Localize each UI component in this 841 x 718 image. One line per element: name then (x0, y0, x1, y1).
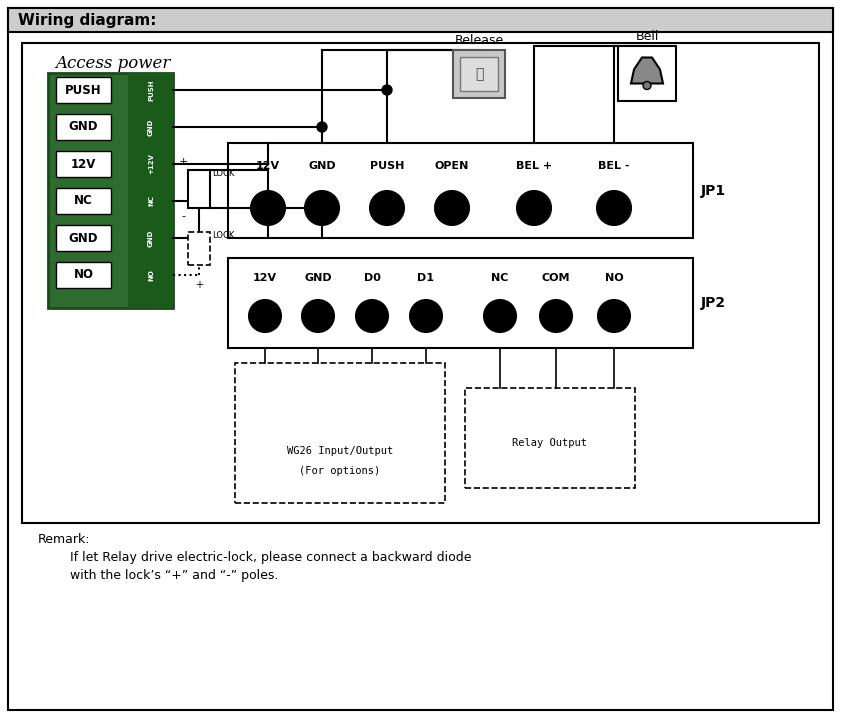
Text: OPEN: OPEN (435, 161, 469, 171)
Text: D1: D1 (417, 273, 435, 283)
Text: GND: GND (148, 118, 154, 136)
Circle shape (382, 85, 392, 95)
Text: NC: NC (491, 273, 509, 283)
Text: GND: GND (69, 231, 98, 245)
Text: 12V: 12V (256, 161, 280, 171)
Circle shape (302, 300, 334, 332)
Bar (228, 143, 693, 238)
Text: JP1: JP1 (701, 184, 726, 197)
Bar (618, 46, 676, 101)
Circle shape (598, 300, 630, 332)
Bar (460, 57, 498, 91)
Text: +: + (195, 280, 203, 290)
Text: (For options): (For options) (299, 466, 381, 476)
Bar (188, 232, 210, 265)
Circle shape (517, 191, 551, 225)
Circle shape (370, 191, 404, 225)
Text: +12V: +12V (148, 154, 154, 174)
Bar (48, 73, 173, 308)
Text: If let Relay drive electric-lock, please connect a backward diode: If let Relay drive electric-lock, please… (38, 551, 472, 564)
Bar (465, 388, 635, 488)
Bar (56, 262, 111, 288)
Text: Relay Output: Relay Output (512, 438, 588, 448)
Circle shape (484, 300, 516, 332)
Text: NC: NC (148, 195, 154, 207)
Text: Release: Release (454, 34, 504, 47)
Bar (235, 363, 445, 503)
Circle shape (251, 191, 285, 225)
Bar (228, 258, 693, 348)
Text: NO: NO (148, 269, 154, 281)
Circle shape (435, 191, 469, 225)
Text: NO: NO (73, 269, 93, 281)
Text: JP2: JP2 (701, 296, 726, 310)
Circle shape (356, 300, 388, 332)
Text: PUSH: PUSH (148, 79, 154, 101)
Circle shape (305, 191, 339, 225)
Text: GND: GND (148, 229, 154, 247)
Bar (8, 8, 833, 32)
Circle shape (597, 191, 631, 225)
Text: PUSH: PUSH (370, 161, 405, 171)
Circle shape (317, 122, 327, 132)
Text: with the lock’s “+” and “-” poles.: with the lock’s “+” and “-” poles. (38, 569, 278, 582)
Text: 12V: 12V (253, 273, 277, 283)
Text: Wiring diagram:: Wiring diagram: (18, 12, 156, 27)
Text: +: + (178, 157, 188, 167)
Text: Bell: Bell (635, 29, 659, 42)
Text: Remark:: Remark: (38, 533, 91, 546)
Circle shape (249, 300, 281, 332)
Bar (128, 73, 173, 308)
Text: GND: GND (304, 273, 332, 283)
Bar (56, 77, 111, 103)
Polygon shape (631, 57, 663, 83)
Bar (56, 225, 111, 251)
Bar (56, 114, 111, 140)
Text: GND: GND (308, 161, 336, 171)
Circle shape (540, 300, 572, 332)
Bar (453, 50, 505, 98)
Text: BEL -: BEL - (598, 161, 630, 171)
Text: Access power: Access power (55, 55, 171, 72)
Text: LOCK: LOCK (212, 169, 235, 178)
Text: -: - (181, 211, 185, 221)
Text: D0: D0 (363, 273, 380, 283)
Circle shape (643, 82, 651, 90)
Text: NC: NC (74, 195, 93, 208)
Circle shape (410, 300, 442, 332)
Bar (56, 188, 111, 214)
Bar (56, 151, 111, 177)
Bar (22, 43, 819, 523)
Text: GND: GND (69, 121, 98, 134)
Text: ⚿: ⚿ (475, 67, 484, 81)
Text: BEL +: BEL + (516, 161, 552, 171)
Text: WG26 Input/Output: WG26 Input/Output (287, 446, 393, 456)
Text: LOCK: LOCK (212, 231, 235, 240)
Text: NO: NO (605, 273, 623, 283)
Text: COM: COM (542, 273, 570, 283)
Text: 12V: 12V (71, 157, 96, 170)
Text: PUSH: PUSH (66, 83, 102, 96)
Bar (188, 170, 210, 208)
